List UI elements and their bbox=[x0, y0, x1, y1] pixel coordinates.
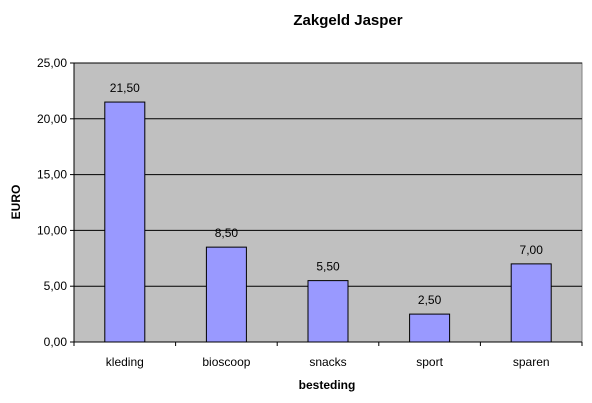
y-tick-label: 15,00 bbox=[37, 168, 67, 182]
y-tick-label: 20,00 bbox=[37, 112, 67, 126]
x-tick-label: kleding bbox=[106, 355, 144, 369]
x-tick-label: bioscoop bbox=[202, 355, 250, 369]
x-tick-label: snacks bbox=[309, 355, 346, 369]
x-tick-label: sparen bbox=[513, 355, 550, 369]
data-label: 21,50 bbox=[110, 81, 140, 95]
y-tick-label: 10,00 bbox=[37, 223, 67, 237]
bar-sport bbox=[409, 313, 451, 343]
bar-sparen bbox=[510, 263, 552, 343]
y-axis-title: EURO bbox=[9, 185, 23, 220]
x-axis-ticks: kleding bioscoop snacks sport sparen bbox=[73, 342, 583, 369]
gridlines bbox=[74, 62, 582, 287]
bars bbox=[104, 101, 552, 343]
chart-title: Zakgeld Jasper bbox=[293, 12, 402, 29]
x-axis-title: besteding bbox=[299, 378, 356, 392]
y-tick-label: 0,00 bbox=[44, 335, 68, 349]
y-tick-label: 5,00 bbox=[44, 279, 68, 293]
y-tick-label: 25,00 bbox=[37, 56, 67, 70]
x-tick-label: sport bbox=[416, 355, 443, 369]
y-axis-ticks: 0,00 5,00 10,00 15,00 20,00 25,00 bbox=[37, 56, 74, 349]
data-label: 7,00 bbox=[520, 243, 544, 257]
data-label: 5,50 bbox=[316, 260, 340, 274]
bar-kleding bbox=[104, 101, 146, 343]
bar-snacks bbox=[307, 280, 349, 343]
data-labels: 21,50 8,50 5,50 2,50 7,00 bbox=[110, 81, 543, 307]
bar-bioscoop bbox=[205, 246, 247, 343]
data-label: 8,50 bbox=[215, 226, 239, 240]
data-label: 2,50 bbox=[418, 293, 442, 307]
